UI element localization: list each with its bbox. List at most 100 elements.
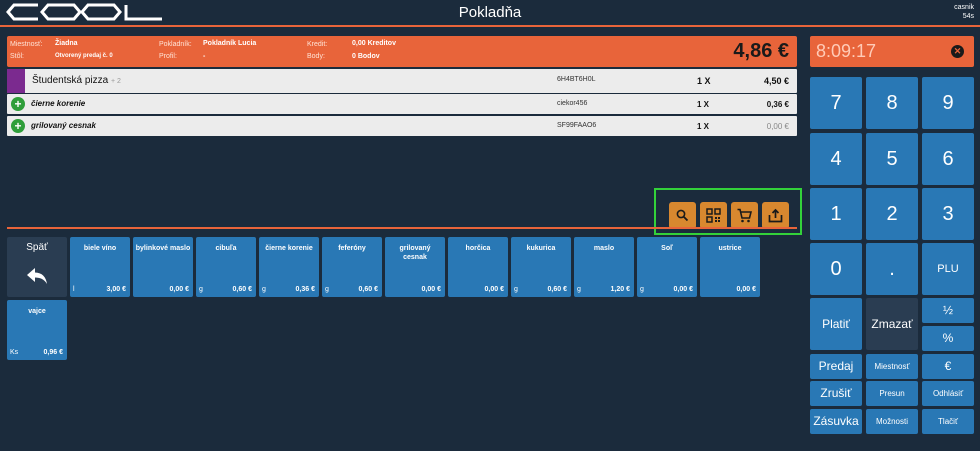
product-name: feferóny [338, 245, 366, 252]
back-button[interactable]: Späť [7, 237, 67, 297]
clear-icon[interactable]: ✕ [951, 45, 964, 58]
drawer-button[interactable]: Zásuvka [810, 409, 862, 434]
product-price: 0,60 € [358, 286, 378, 293]
product-tile[interactable]: kukurica g 0,60 € [511, 237, 571, 297]
order-item-name: čierne korenie [31, 99, 86, 108]
product-unit: g [577, 286, 581, 293]
key-2[interactable]: 2 [866, 188, 918, 240]
section-divider [7, 227, 797, 229]
cart-button[interactable] [731, 202, 758, 229]
points-label: Body: [307, 53, 325, 60]
print-button[interactable]: Tlačiť [922, 409, 974, 434]
sale-button[interactable]: Predaj [810, 354, 862, 379]
product-tile[interactable]: ustrice 0,00 € [700, 237, 760, 297]
add-icon[interactable]: + [11, 97, 25, 111]
barcode-icon [706, 208, 721, 223]
product-unit: g [514, 286, 518, 293]
key-0[interactable]: 0 [810, 243, 862, 295]
product-price: 0,00 € [673, 286, 693, 293]
credit-value: 0,00 Kreditov [352, 40, 396, 47]
product-tile[interactable]: čierne korenie g 0,36 € [259, 237, 319, 297]
key-3[interactable]: 3 [922, 188, 974, 240]
product-unit: l [73, 286, 75, 293]
order-item-name: Študentská pizza [32, 75, 109, 86]
product-price: 1,20 € [610, 286, 630, 293]
cashier-label: Pokladník: [159, 41, 192, 48]
user-name: casnik [954, 4, 974, 11]
order-item-price: 4,50 € [763, 76, 789, 86]
key-7[interactable]: 7 [810, 77, 862, 129]
product-name: Soľ [661, 245, 673, 252]
move-button[interactable]: Presun [866, 381, 918, 406]
profile-label: Profil: [159, 53, 177, 60]
product-tile[interactable]: maslo g 1,20 € [574, 237, 634, 297]
key-8[interactable]: 8 [866, 77, 918, 129]
product-name: ustrice [718, 245, 742, 252]
euro-button[interactable]: € [922, 354, 974, 379]
header-divider [0, 25, 980, 27]
order-item-qty: 1 X [697, 122, 710, 131]
product-tile[interactable]: vajce Ks 0,96 € [7, 300, 67, 360]
barcode-button[interactable] [700, 202, 727, 229]
product-name: maslo [593, 245, 615, 252]
product-tile[interactable]: cibuľa g 0,60 € [196, 237, 256, 297]
cancel-button[interactable]: Zrušiť [810, 381, 862, 406]
product-tile[interactable]: grilovaný cesnak 0,00 € [385, 237, 445, 297]
product-price: 0,96 € [43, 349, 63, 356]
product-name: grilovaný cesnak [399, 245, 431, 261]
product-tile[interactable]: horčica 0,00 € [448, 237, 508, 297]
export-button[interactable] [762, 202, 789, 229]
product-tile[interactable]: biele víno l 3,00 € [70, 237, 130, 297]
product-name: vajce [28, 308, 46, 315]
profile-value: - [203, 53, 206, 60]
product-name: čierne korenie [265, 245, 313, 252]
key-5[interactable]: 5 [866, 133, 918, 185]
product-price: 0,60 € [547, 286, 567, 293]
back-arrow-icon [7, 265, 67, 291]
user-timer: 54s [962, 13, 974, 20]
key-decimal[interactable]: . [866, 243, 918, 295]
product-tile[interactable]: Soľ g 0,00 € [637, 237, 697, 297]
key-1[interactable]: 1 [810, 188, 862, 240]
points-value: 0 Bodov [352, 53, 380, 60]
cart-icon [737, 208, 753, 223]
cashier-value: Pokladník Lucia [203, 40, 257, 47]
product-name: horčica [465, 245, 491, 252]
product-name: biele víno [83, 245, 117, 252]
order-row[interactable]: Študentská pizza + 2 6H4BT6H0L 1 X 4,50 … [7, 69, 797, 93]
logout-button[interactable]: Odhlásiť [922, 381, 974, 406]
order-tools-group [654, 188, 802, 235]
order-row[interactable]: + grilovaný cesnak SF99FAAO6 1 X 0,00 € [7, 116, 797, 136]
product-unit: g [640, 286, 644, 293]
delete-button[interactable]: Zmazať [866, 298, 918, 350]
product-name: bylinkové maslo [135, 245, 191, 252]
product-tile[interactable]: bylinkové maslo 0,00 € [133, 237, 193, 297]
search-button[interactable] [669, 202, 696, 229]
half-button[interactable]: ½ [922, 298, 974, 323]
product-price: 3,00 € [106, 286, 126, 293]
key-9[interactable]: 9 [922, 77, 974, 129]
order-item-code: 6H4BT6H0L [557, 76, 596, 83]
options-button[interactable]: Možnosti [866, 409, 918, 434]
user-info: casnik 54s [954, 3, 974, 21]
export-icon [768, 208, 783, 223]
cool-logo [6, 3, 162, 21]
plu-button[interactable]: PLU [922, 243, 974, 295]
order-item-extras: + 2 [110, 78, 121, 85]
key-4[interactable]: 4 [810, 133, 862, 185]
clock-time: 8:09:17 [816, 41, 877, 61]
product-tile[interactable]: feferóny g 0,60 € [322, 237, 382, 297]
room-button[interactable]: Miestnosť [866, 354, 918, 379]
product-name: kukurica [526, 245, 556, 252]
clock-display: 8:09:17 ✕ [810, 36, 974, 67]
order-item-name: grilovaný cesnak [31, 121, 96, 130]
pay-button[interactable]: Platiť [810, 298, 862, 350]
order-row[interactable]: + čierne korenie ciekor456 1 X 0,36 € [7, 94, 797, 114]
product-price: 0,36 € [295, 286, 315, 293]
key-6[interactable]: 6 [922, 133, 974, 185]
percent-button[interactable]: % [922, 326, 974, 351]
order-item-code: ciekor456 [557, 100, 588, 107]
order-item-qty: 1 X [697, 100, 710, 109]
add-icon[interactable]: + [11, 119, 25, 133]
product-unit: g [325, 286, 329, 293]
